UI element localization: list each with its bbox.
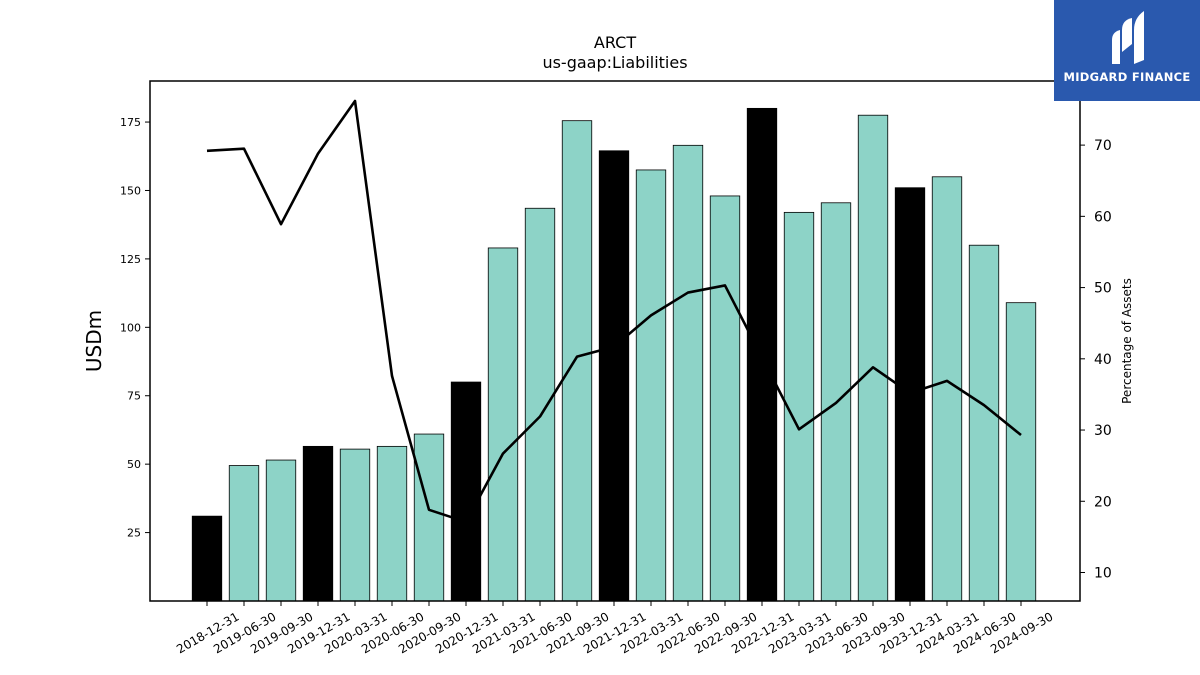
line-series — [206, 99, 1022, 524]
y2-tick-label: 40 — [1094, 352, 1112, 368]
left-y-axis: 25 50 75 100 125 150 175 — [120, 116, 150, 540]
chart-subtitle: us-gaap:Liabilities — [542, 53, 687, 72]
y-axis-label: USDm — [82, 310, 106, 372]
right-y-axis: 10 20 30 40 50 60 70 — [1080, 138, 1112, 582]
bar — [709, 195, 741, 602]
bar — [635, 169, 667, 602]
bar — [524, 207, 556, 602]
bar — [931, 176, 963, 602]
y2-tick-label: 10 — [1094, 566, 1112, 582]
bar — [228, 465, 260, 602]
y-tick-label: 100 — [120, 321, 141, 334]
bar — [672, 144, 704, 602]
percentage-line — [206, 99, 1022, 524]
bar — [302, 445, 334, 602]
logo-text: MIDGARD FINANCE — [1063, 70, 1191, 84]
bar — [450, 381, 482, 602]
bar — [339, 448, 371, 602]
bar — [968, 244, 1000, 602]
bar — [413, 433, 445, 602]
y-tick-label: 25 — [127, 527, 141, 540]
plot-frame — [149, 80, 1081, 602]
y2-tick-label: 20 — [1094, 494, 1112, 510]
brand-logo: MIDGARD FINANCE — [1054, 0, 1200, 101]
bar — [487, 247, 519, 602]
bar — [265, 459, 297, 602]
bar — [191, 515, 223, 602]
y-tick-label: 175 — [120, 116, 141, 129]
y-tick-label: 150 — [120, 184, 141, 197]
bar — [1005, 302, 1037, 602]
y-tick-label: 50 — [127, 458, 141, 471]
x-axis: 2018-12-312019-06-302019-09-302019-12-31… — [174, 601, 1056, 656]
y2-tick-label: 60 — [1094, 209, 1112, 225]
y-tick-label: 75 — [127, 390, 141, 403]
y2-tick-label: 70 — [1094, 138, 1112, 154]
bar — [783, 211, 815, 602]
y-tick-label: 125 — [120, 253, 141, 266]
y2-axis-label: Percentage of Assets — [1120, 278, 1134, 404]
bar — [857, 114, 889, 602]
y2-tick-label: 30 — [1094, 423, 1112, 439]
logo-mark-icon — [1112, 11, 1144, 64]
bar-series — [191, 107, 1037, 602]
bar — [561, 120, 593, 602]
bar — [598, 150, 630, 602]
bar — [376, 445, 408, 602]
bar — [894, 187, 926, 602]
y2-tick-label: 50 — [1094, 281, 1112, 297]
chart-title: ARCT — [594, 33, 636, 52]
